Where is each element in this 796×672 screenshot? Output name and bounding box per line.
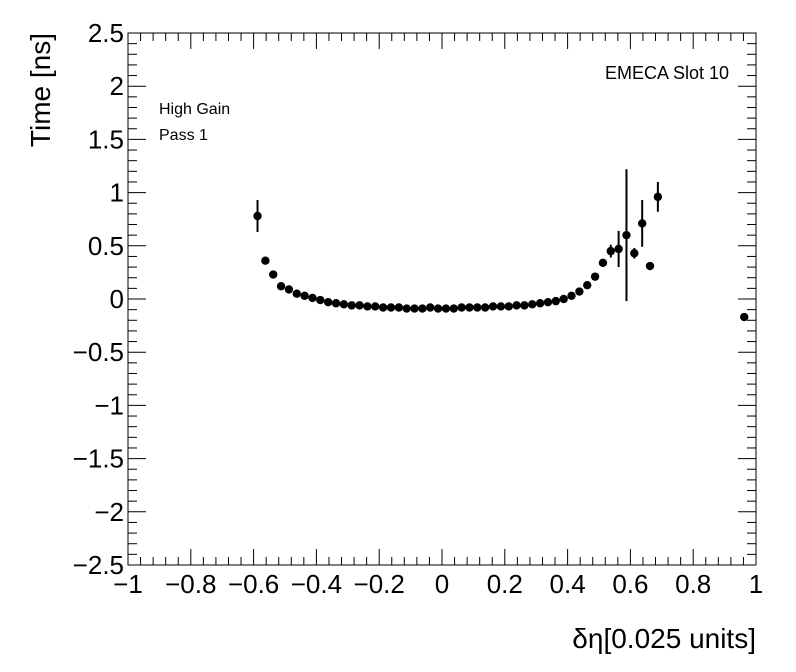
data-point [520,301,529,310]
x-tick-label: 0.4 [550,569,586,599]
data-point [575,287,584,296]
y-tick-label: −1.5 [73,444,124,474]
data-point [331,299,341,308]
x-tick-label: −0.2 [354,569,405,599]
x-tick-label: 0.6 [612,569,648,599]
data-point [567,291,576,301]
data-point [622,230,631,240]
data-point [583,280,592,290]
data-point [512,301,521,310]
data-point [653,192,663,202]
y-tick-label: −1 [94,390,124,420]
data-point [645,261,655,271]
data-point [598,258,608,268]
x-tick-label: −0.8 [165,569,216,599]
data-point [457,303,466,312]
data-point [488,302,498,311]
x-tick-label: −0.4 [291,569,342,599]
annotation-slot: EMECA Slot 10 [605,63,729,83]
data-point [386,303,396,312]
data-point [590,272,600,281]
data-point [284,285,294,294]
y-tick-labels: −2.5 −2 −1.5 −1 −0.5 0 0.5 1 1.5 2 2.5 [73,18,124,580]
data-point [276,282,286,291]
data-point [551,296,561,306]
data-point [465,303,474,312]
data-point [410,304,419,313]
data-point [347,301,356,310]
data-point [300,291,309,301]
data-point [449,304,458,313]
y-tick-label: −0.5 [73,337,124,367]
data-point [316,295,325,305]
data-point [480,303,490,312]
data-point [473,303,482,312]
data-point [441,304,451,313]
y-tick-label: −2 [94,497,124,527]
x-axis-title: δη[0.025 units] [572,623,756,654]
x-tick-label: −0.6 [228,569,279,599]
axis-ticks [127,32,757,566]
x-tick-label: 1 [749,569,763,599]
data-points [253,169,749,322]
data-point [308,293,317,303]
data-point [535,299,545,308]
data-point [740,312,749,322]
y-tick-label: 0 [110,284,124,314]
y-tick-label: −2.5 [73,550,124,580]
x-tick-label: −1 [113,569,143,599]
data-point [426,303,435,312]
y-axis-title: Time [ns] [25,33,56,147]
data-point [378,303,388,312]
data-point [496,302,506,311]
data-point [394,303,404,312]
data-point [363,302,372,311]
data-point [630,249,639,258]
data-point [323,297,333,307]
data-point [559,294,568,304]
data-point [292,289,301,298]
y-tick-label: 0.5 [88,231,124,261]
data-point [528,300,537,309]
annotation-high-gain: High Gain [159,101,230,118]
y-tick-label: 2.5 [88,18,124,48]
data-point [606,246,615,256]
data-point [637,219,647,228]
y-tick-label: 1 [110,178,124,208]
x-tick-label: 0 [435,569,449,599]
data-point [418,304,427,313]
data-point [261,256,270,265]
data-point [269,270,278,279]
data-point [402,304,411,313]
x-tick-labels: −1 −0.8 −0.6 −0.4 −0.2 0 0.2 0.4 0.6 0.8 1 [113,569,763,599]
data-point [253,211,262,221]
data-point [339,300,349,309]
y-tick-label: 1.5 [88,124,124,154]
data-point [504,302,513,311]
y-tick-label: 2 [110,71,124,101]
data-point [614,244,623,254]
x-tick-label: 0.2 [487,569,523,599]
data-point [433,304,443,313]
annotation-pass: Pass 1 [159,127,208,144]
data-point [371,302,380,311]
data-point [355,301,364,310]
x-tick-label: 0.8 [675,569,711,599]
data-point [543,297,553,307]
